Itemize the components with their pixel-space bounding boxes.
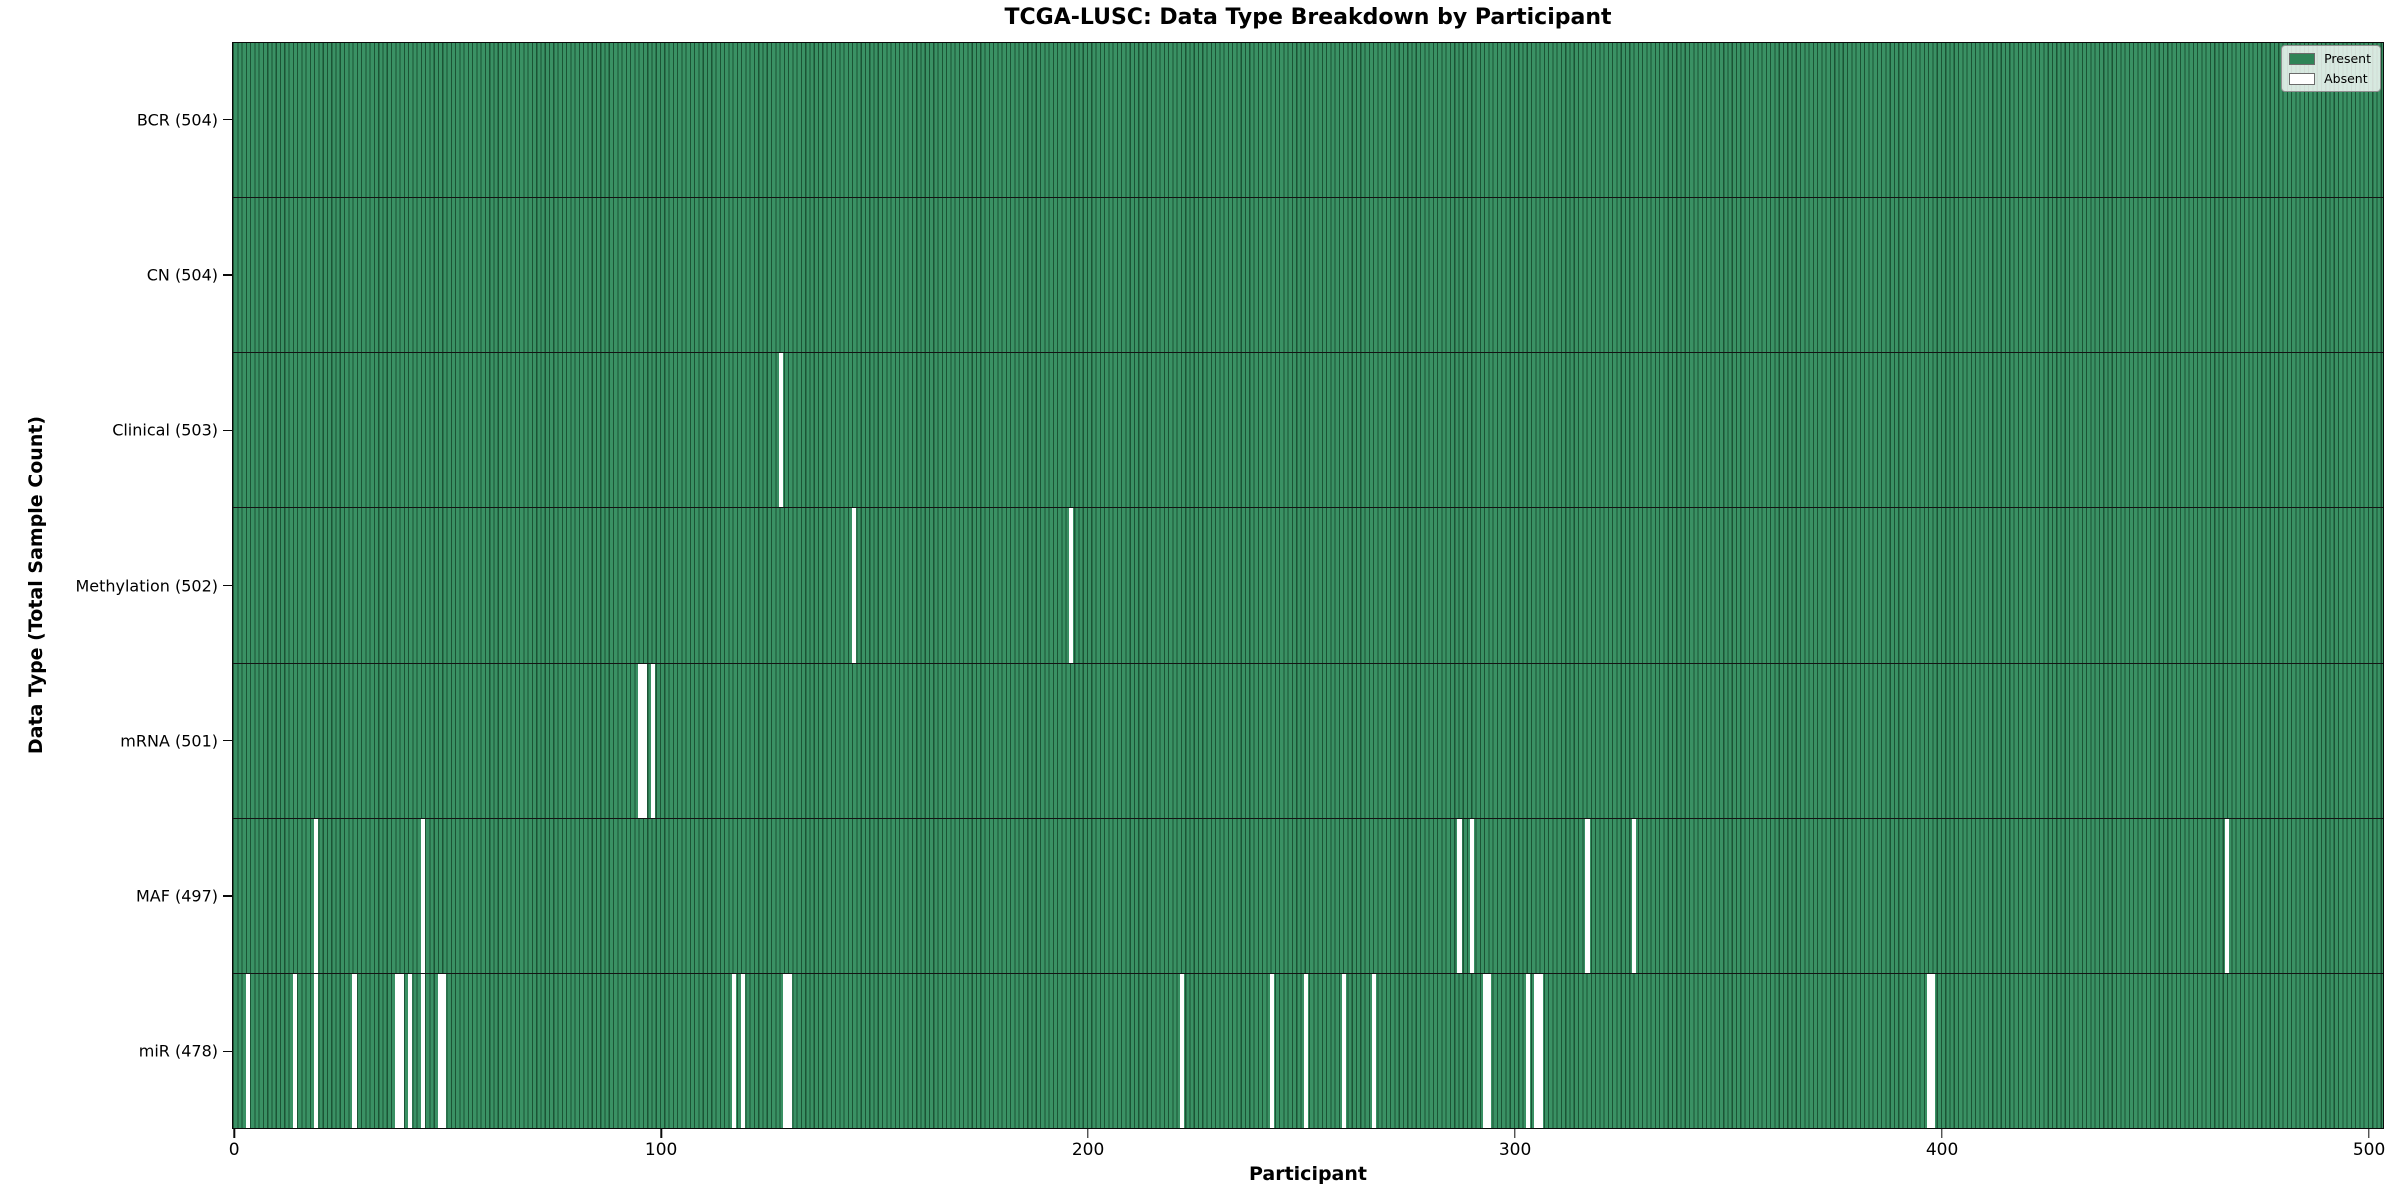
absent-mark bbox=[642, 663, 647, 818]
absent-mark bbox=[1632, 818, 1637, 973]
legend-entry-present: Present bbox=[2289, 51, 2371, 66]
absent-mark bbox=[395, 973, 400, 1128]
absent-mark bbox=[407, 973, 413, 1128]
absent-mark bbox=[420, 973, 425, 1128]
ytick-label-Clinical: Clinical (503) bbox=[112, 420, 218, 440]
ytick-mRNA bbox=[223, 740, 232, 742]
absent-mark bbox=[1926, 973, 1931, 1128]
absent-mark bbox=[732, 973, 737, 1128]
absent-mark bbox=[314, 973, 319, 1128]
xtick-label-400: 400 bbox=[1925, 1140, 1959, 1160]
ytick-label-Methylation: Methylation (502) bbox=[75, 576, 218, 595]
absent-mark bbox=[651, 663, 656, 818]
ytick-label-mRNA: mRNA (501) bbox=[120, 731, 218, 751]
row-Clinical bbox=[233, 352, 2383, 508]
row-BCR bbox=[233, 43, 2383, 198]
absent-mark bbox=[1342, 973, 1347, 1128]
chart-title: TCGA-LUSC: Data Type Breakdown by Partic… bbox=[1004, 5, 1612, 30]
absent-mark bbox=[1487, 973, 1492, 1128]
absent-mark bbox=[245, 973, 251, 1128]
xtick-label-0: 0 bbox=[228, 1140, 240, 1160]
absent-mark bbox=[779, 353, 784, 508]
xtick-500 bbox=[2368, 1129, 2370, 1138]
legend-entry-absent: Absent bbox=[2289, 71, 2371, 86]
legend-swatch-present bbox=[2289, 52, 2316, 65]
legend-label-absent: Absent bbox=[2324, 71, 2368, 86]
absent-mark bbox=[1525, 973, 1530, 1128]
absent-mark bbox=[442, 973, 447, 1128]
absent-mark bbox=[1457, 818, 1462, 973]
absent-mark bbox=[437, 973, 443, 1128]
xtick-100 bbox=[660, 1129, 662, 1138]
absent-mark bbox=[1482, 973, 1488, 1128]
absent-mark bbox=[314, 818, 319, 973]
ytick-label-CN: CN (504) bbox=[146, 265, 218, 285]
row-miR bbox=[233, 972, 2383, 1128]
absent-mark bbox=[1371, 973, 1377, 1128]
ytick-Clinical bbox=[223, 429, 232, 431]
xtick-label-100: 100 bbox=[644, 1140, 678, 1160]
xtick-label-500: 500 bbox=[2352, 1140, 2386, 1160]
absent-mark bbox=[2225, 818, 2230, 973]
ytick-label-BCR: BCR (504) bbox=[136, 110, 218, 130]
row-MAF bbox=[233, 817, 2383, 973]
absent-mark bbox=[1930, 973, 1936, 1128]
absent-mark bbox=[851, 508, 856, 663]
absent-mark bbox=[638, 663, 643, 818]
row-mRNA bbox=[233, 662, 2383, 818]
absent-mark bbox=[292, 973, 297, 1128]
ytick-Methylation bbox=[223, 584, 232, 587]
x-axis-label: Participant bbox=[1248, 1163, 1367, 1185]
ytick-label-MAF: MAF (497) bbox=[135, 886, 218, 906]
xtick-300 bbox=[1514, 1129, 1516, 1138]
legend: Present Absent bbox=[2281, 45, 2381, 92]
absent-mark bbox=[1180, 973, 1185, 1128]
row-Methylation bbox=[233, 507, 2383, 663]
absent-mark bbox=[1470, 818, 1475, 973]
absent-mark bbox=[352, 973, 357, 1128]
ytick-MAF bbox=[223, 895, 232, 897]
absent-mark bbox=[1585, 818, 1590, 973]
absent-mark bbox=[420, 818, 425, 973]
ytick-CN bbox=[223, 274, 232, 276]
xtick-label-200: 200 bbox=[1071, 1140, 1105, 1160]
plot-area bbox=[232, 42, 2384, 1129]
xtick-400 bbox=[1941, 1129, 1943, 1138]
ytick-miR bbox=[223, 1050, 232, 1053]
absent-mark bbox=[399, 973, 404, 1128]
absent-mark bbox=[787, 973, 792, 1128]
legend-swatch-absent bbox=[2289, 72, 2316, 85]
absent-mark bbox=[783, 973, 788, 1128]
absent-mark bbox=[1269, 973, 1274, 1128]
xtick-0 bbox=[233, 1129, 235, 1138]
absent-mark bbox=[1538, 973, 1543, 1128]
ytick-label-miR: miR (478) bbox=[138, 1041, 218, 1061]
xtick-label-300: 300 bbox=[1498, 1140, 1532, 1160]
absent-mark bbox=[740, 973, 745, 1128]
xtick-200 bbox=[1087, 1129, 1089, 1138]
row-CN bbox=[233, 197, 2383, 353]
ytick-BCR bbox=[223, 118, 232, 121]
absent-mark bbox=[1534, 973, 1539, 1128]
absent-mark bbox=[1069, 508, 1074, 663]
legend-label-present: Present bbox=[2324, 51, 2371, 66]
y-axis-label: Data Type (Total Sample Count) bbox=[25, 415, 47, 755]
absent-mark bbox=[1303, 973, 1308, 1128]
